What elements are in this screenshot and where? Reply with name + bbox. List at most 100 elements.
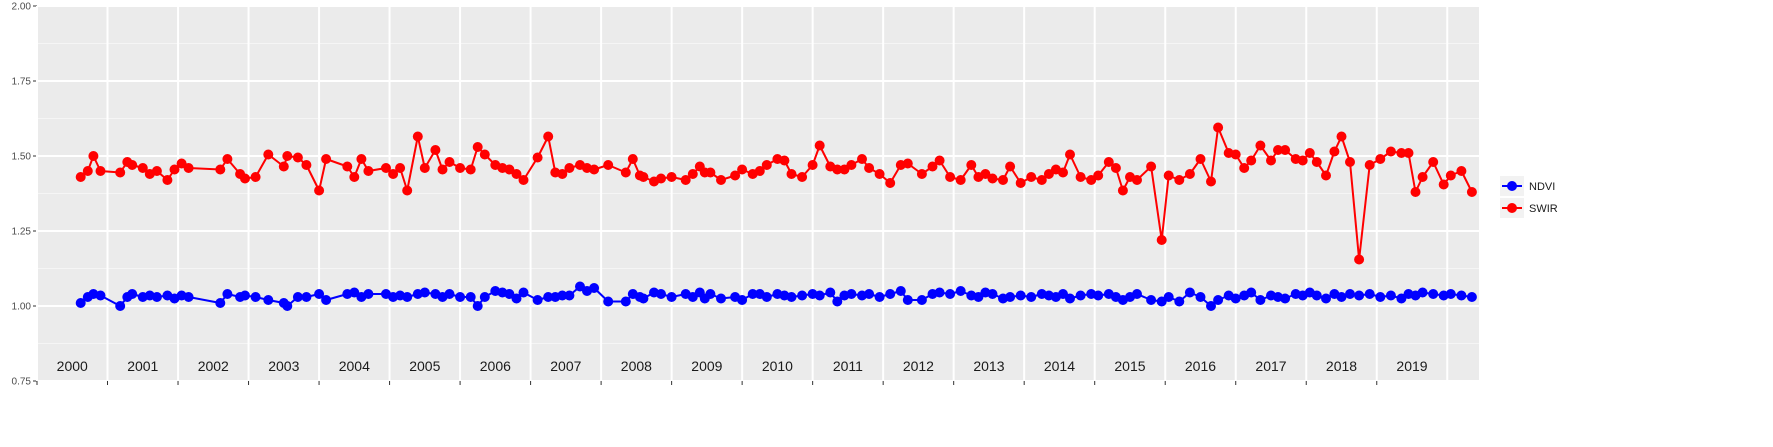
swir-point <box>1163 170 1174 181</box>
swir-point <box>1075 172 1086 182</box>
ndvi-point <box>543 292 554 302</box>
swir-point <box>321 154 332 164</box>
swir-point <box>902 158 913 169</box>
swir-point <box>1375 154 1386 164</box>
swir-point <box>75 172 86 182</box>
year-label: 2017 <box>1255 358 1286 374</box>
ndvi-point <box>1146 295 1157 305</box>
ndvi-point <box>666 292 677 302</box>
ndvi-point <box>603 296 614 307</box>
swir-point <box>1026 172 1037 182</box>
ndvi-point <box>864 289 875 299</box>
swir-point <box>1266 155 1276 166</box>
swir-point <box>412 131 423 142</box>
year-label: 2010 <box>762 358 793 374</box>
swir-point <box>680 175 691 185</box>
legend-key-point <box>1507 203 1517 213</box>
swir-point <box>115 167 126 178</box>
ndvi-point <box>518 287 529 298</box>
swir-point <box>455 163 466 173</box>
swir-point <box>1417 172 1428 182</box>
swir-point <box>472 142 483 152</box>
swir-point <box>1345 157 1355 167</box>
ndvi-point <box>797 290 808 301</box>
ndvi-point <box>1311 290 1322 301</box>
ndvi-point <box>705 289 716 299</box>
swir-point <box>1273 145 1283 155</box>
swir-point <box>301 160 312 170</box>
swir-point <box>1336 131 1347 142</box>
swir-point <box>716 175 726 185</box>
y-tick-label: 1.50 <box>12 152 32 163</box>
swir-point <box>638 172 649 182</box>
swir-point <box>1230 149 1241 160</box>
ndvi-point <box>874 292 885 302</box>
ndvi-point <box>1195 292 1206 302</box>
ndvi-point <box>1385 290 1396 301</box>
legend-label: SWIR <box>1529 203 1558 215</box>
ndvi-point <box>716 293 726 304</box>
swir-point <box>705 167 716 178</box>
swir-point <box>1445 170 1456 181</box>
year-label: 2000 <box>57 358 88 374</box>
ndvi-point <box>557 290 568 301</box>
year-label: 2002 <box>198 358 229 374</box>
ndvi-point <box>314 289 325 299</box>
swir-line <box>80 126 1473 261</box>
ndvi-point <box>115 301 126 311</box>
ndvi-point <box>885 289 896 299</box>
ndvi-point <box>363 289 374 299</box>
swir-point <box>885 178 896 188</box>
swir-point <box>1110 163 1121 173</box>
swir-point <box>589 164 600 175</box>
swir-point <box>349 172 360 182</box>
swir-point <box>832 164 843 175</box>
swir-point <box>282 151 293 161</box>
swir-point <box>761 160 772 170</box>
ndvi-point <box>1026 292 1037 302</box>
ndvi-point <box>656 289 666 299</box>
swir-point <box>557 169 568 179</box>
swir-point <box>1403 148 1414 158</box>
swir-point <box>444 157 455 167</box>
swir-point <box>240 173 250 184</box>
ndvi-point <box>504 289 515 299</box>
swir-point <box>1410 187 1421 197</box>
ndvi-point <box>895 286 906 296</box>
ndvi-point <box>479 292 490 302</box>
swir-point <box>737 164 748 175</box>
swir-point <box>1156 235 1167 245</box>
ndvi-point <box>95 290 106 301</box>
swir-point <box>402 185 413 196</box>
swir-point <box>388 169 399 179</box>
legend-key-point <box>1507 181 1517 191</box>
year-label: 2018 <box>1326 358 1357 374</box>
ndvi-point <box>814 290 825 301</box>
ndvi-point <box>761 292 772 302</box>
year-label: 2019 <box>1396 358 1427 374</box>
swir-point <box>814 140 825 151</box>
ndvi-point <box>151 292 162 302</box>
swir-point <box>1466 187 1477 197</box>
swir-point <box>980 169 991 179</box>
swir-point <box>730 170 741 181</box>
ndvi-point <box>638 293 649 304</box>
swir-point <box>874 169 885 179</box>
swir-point <box>137 163 148 173</box>
swir-point <box>1058 167 1068 178</box>
swir-point <box>1093 170 1104 181</box>
swir-point <box>250 172 261 182</box>
legend-label: NDVI <box>1529 181 1555 193</box>
year-label: 2003 <box>268 358 299 374</box>
ndvi-point <box>832 296 843 307</box>
swir-point <box>1103 157 1114 167</box>
swir-point <box>1329 146 1340 157</box>
swir-point <box>1213 122 1224 133</box>
swir-point <box>754 166 765 176</box>
swir-point <box>1239 163 1250 173</box>
ndvi-point <box>215 298 226 308</box>
swir-point <box>1174 175 1185 185</box>
swir-point <box>966 160 977 170</box>
ndvi-point <box>846 289 857 299</box>
